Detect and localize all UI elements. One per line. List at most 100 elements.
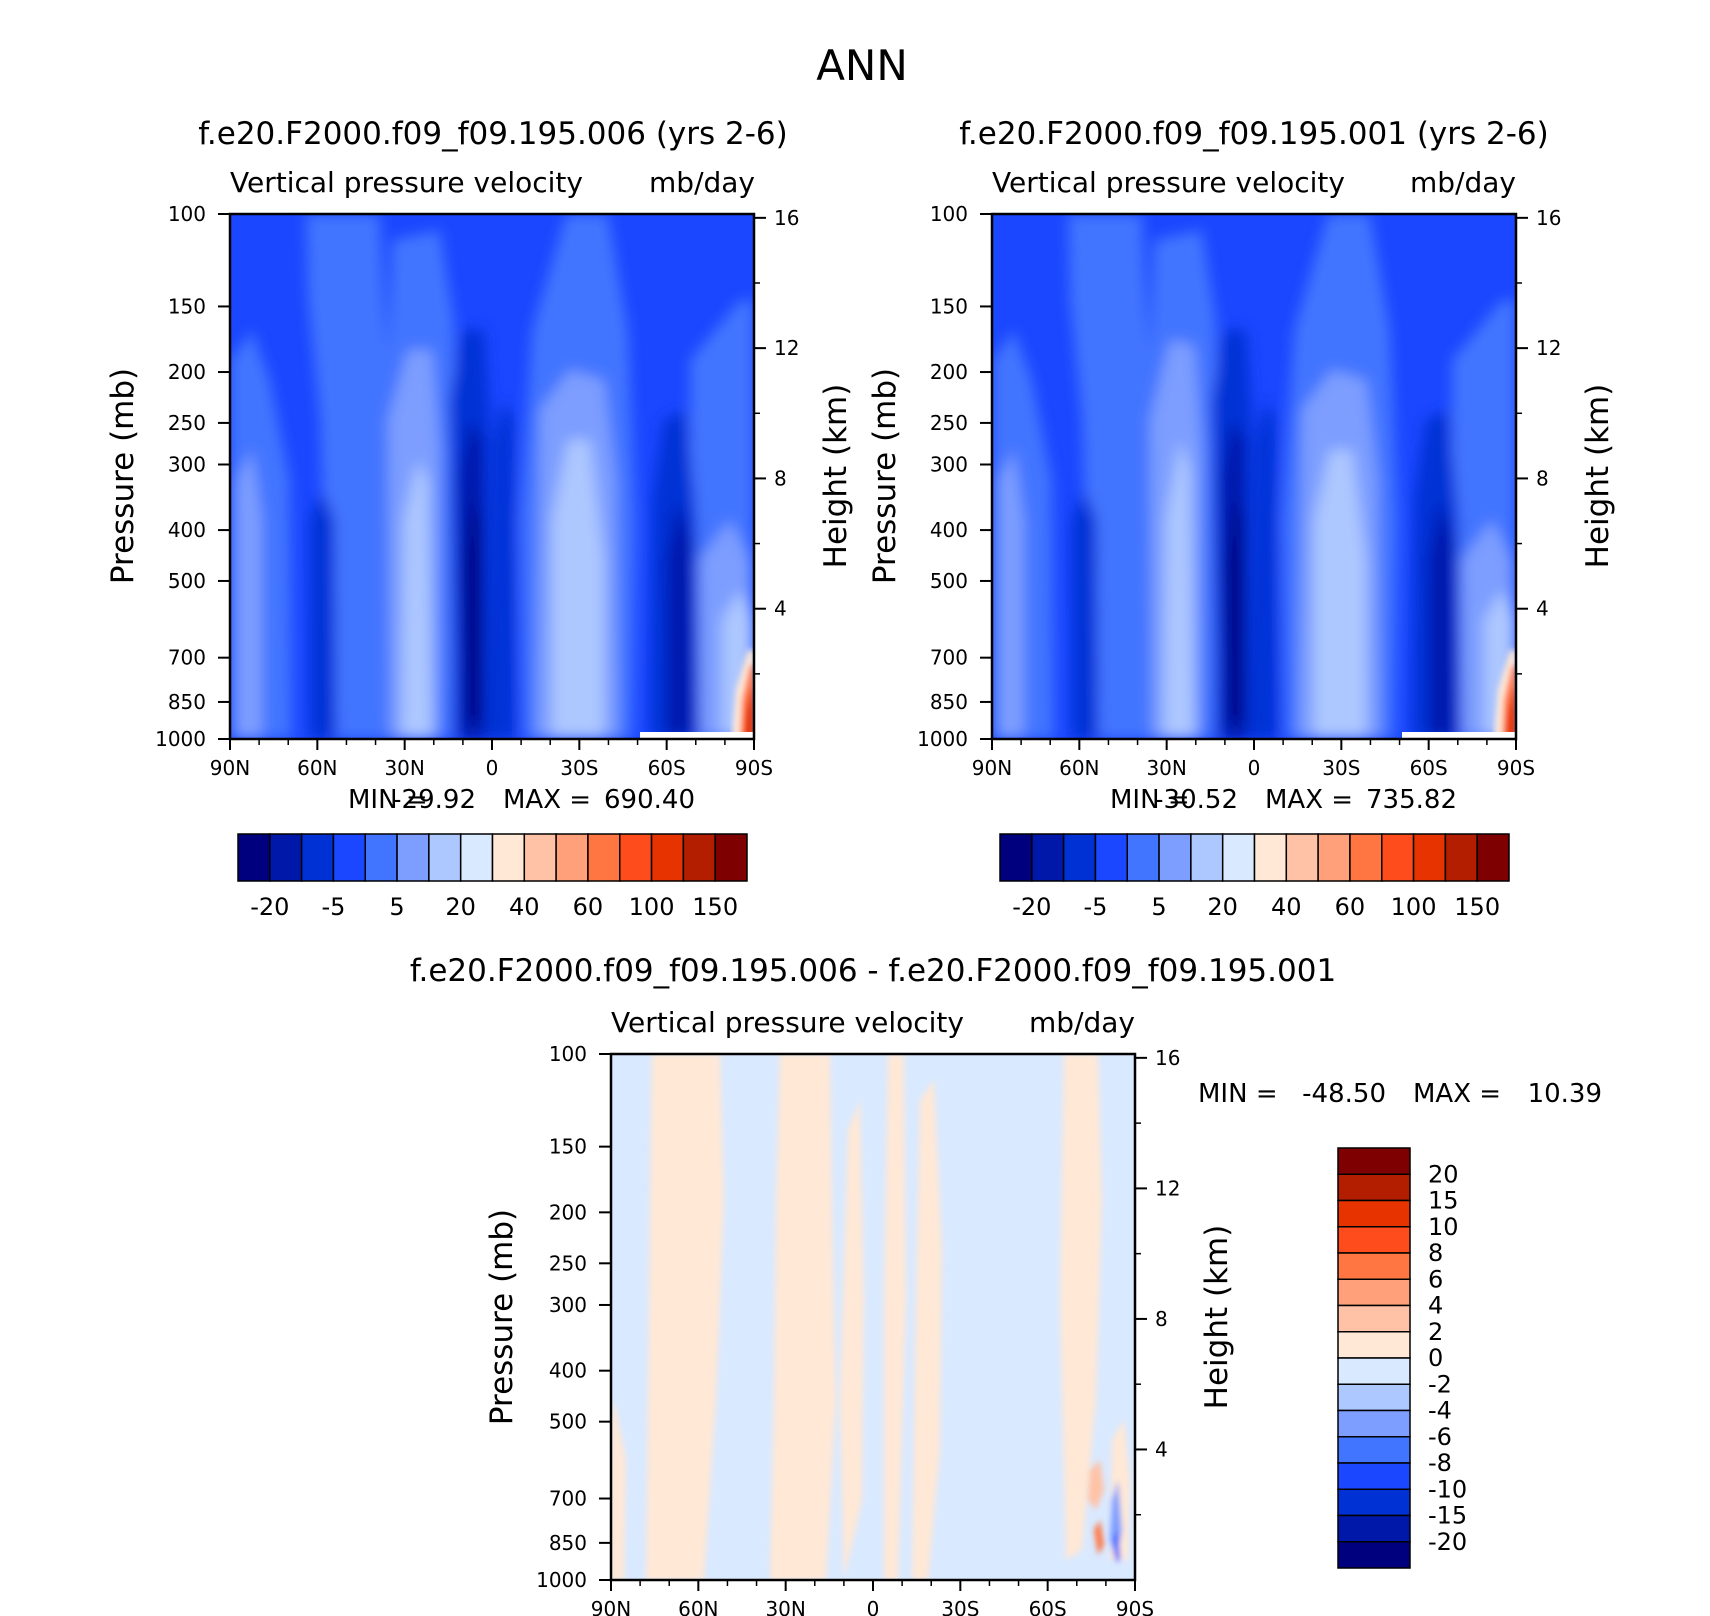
colorbar-label: -8 xyxy=(1428,1449,1452,1477)
colorbar-box xyxy=(364,833,398,882)
colorbar-box xyxy=(1337,1357,1411,1385)
colorbar-box xyxy=(619,833,653,882)
colorbar-box xyxy=(1337,1147,1411,1175)
pressure-tick-label: 200 xyxy=(168,360,206,384)
height-axis: 16 12 8 4 xyxy=(1516,206,1561,675)
x-tick-label: 60S xyxy=(1029,1597,1067,1616)
pressure-axis: 100 150 200 250 300 400 500 700 850 1000 xyxy=(536,1042,611,1592)
variable-name: Vertical pressure velocity xyxy=(230,166,583,199)
page-title: ANN xyxy=(816,41,908,90)
colorbar-box xyxy=(1337,1383,1411,1412)
pressure-tick-label: 500 xyxy=(549,1410,587,1434)
colorbar-label: 150 xyxy=(1454,893,1500,921)
units-label: mb/day xyxy=(649,166,755,199)
max-label: MAX = xyxy=(503,785,591,815)
pressure-tick-label: 250 xyxy=(930,411,968,435)
pressure-tick-label: 150 xyxy=(930,294,968,318)
positive-diff-patch-1 xyxy=(1088,1460,1104,1510)
colorbar-box xyxy=(1337,1199,1411,1228)
x-tick-label: 0 xyxy=(486,756,499,780)
pressure-tick-label: 100 xyxy=(930,202,968,226)
colorbar: -20 -5 5 20 40 60 100 150 xyxy=(999,833,1510,921)
contour-field xyxy=(230,214,754,739)
colorbar-label: 8 xyxy=(1428,1239,1443,1267)
colorbar-label: -5 xyxy=(1083,893,1107,921)
pressure-tick-label: 1000 xyxy=(917,727,968,751)
pressure-axis-label: Pressure (mb) xyxy=(867,368,903,584)
contour-field xyxy=(611,1054,1135,1580)
colorbar-label: -20 xyxy=(250,893,289,921)
colorbar-box xyxy=(237,833,271,882)
pressure-tick-label: 500 xyxy=(930,569,968,593)
pressure-tick-label: 200 xyxy=(930,360,968,384)
colorbar-box xyxy=(1349,833,1383,882)
x-tick-label: 30S xyxy=(1322,756,1360,780)
colorbar-label: 40 xyxy=(1271,893,1302,921)
colorbar-box xyxy=(1412,833,1447,882)
negative-diff-patch-1 xyxy=(1110,1480,1122,1560)
panel-difference: f.e20.F2000.f09_f09.195.006 - f.e20.F200… xyxy=(410,953,1602,1616)
pressure-tick-label: 850 xyxy=(168,690,206,714)
x-tick-label: 30S xyxy=(941,1597,979,1616)
pressure-axis-label: Pressure (mb) xyxy=(105,368,141,584)
contour-band-max-descent xyxy=(668,500,690,739)
colorbar-box xyxy=(1337,1462,1411,1490)
pressure-axis-label: Pressure (mb) xyxy=(484,1209,520,1425)
x-tick-label: 30N xyxy=(384,756,424,780)
contour-band-strong xyxy=(1314,450,1366,739)
colorbar-label: -5 xyxy=(321,893,345,921)
colorbar-box xyxy=(682,833,716,882)
contour-band-descent xyxy=(310,490,336,739)
colorbar-box xyxy=(555,833,589,882)
colorbar-box xyxy=(1317,833,1351,882)
x-tick-label: 90N xyxy=(591,1597,631,1616)
colorbar-box xyxy=(523,833,557,882)
pressure-tick-label: 1000 xyxy=(536,1568,587,1592)
positive-diff-band xyxy=(646,1054,724,1580)
colorbar-label: 0 xyxy=(1428,1344,1443,1372)
undefined-region xyxy=(640,732,754,739)
colorbar-box xyxy=(1337,1436,1411,1464)
panel-model-001: f.e20.F2000.f09_f09.195.001 (yrs 2-6) Ve… xyxy=(867,116,1616,921)
colorbar-box xyxy=(269,833,303,882)
x-axis: 90N 60N 30N 0 30S 60S 90S xyxy=(210,739,773,780)
colorbar-box xyxy=(459,833,494,882)
contour-band-max-descent xyxy=(1228,500,1242,720)
panel-model-006: f.e20.F2000.f09_f09.195.006 (yrs 2-6) Ve… xyxy=(105,116,854,921)
height-tick-label: 16 xyxy=(1536,206,1561,230)
x-tick-label: 60S xyxy=(1410,756,1448,780)
colorbar-box xyxy=(1381,833,1415,882)
min-value: -29.92 xyxy=(392,785,476,815)
colorbar-box xyxy=(396,833,430,882)
x-tick-label: 90S xyxy=(735,756,773,780)
x-tick-label: 90N xyxy=(210,756,250,780)
height-tick-label: 8 xyxy=(774,466,787,490)
colorbar-label: 6 xyxy=(1428,1265,1443,1293)
colorbar-box xyxy=(1444,833,1478,882)
contour-band-descent xyxy=(494,400,516,739)
colorbar-label: 60 xyxy=(1335,893,1366,921)
colorbar-box xyxy=(1476,833,1510,882)
pressure-tick-label: 250 xyxy=(168,411,206,435)
colorbar-box xyxy=(1094,833,1128,882)
colorbar-label: -2 xyxy=(1428,1370,1452,1398)
colorbar-box xyxy=(999,833,1033,882)
max-label: MAX = xyxy=(1265,785,1353,815)
x-axis: 90N 60N 30N 0 30S 60S 90S xyxy=(972,739,1535,780)
contour-field xyxy=(992,214,1516,739)
colorbar-box xyxy=(1337,1514,1411,1543)
positive-diff-patch-2 xyxy=(1094,1520,1104,1555)
colorbar-box xyxy=(1337,1331,1411,1359)
colorbar-box xyxy=(587,833,621,882)
negative-diff-patch-2 xyxy=(1114,1530,1120,1562)
colorbar-box xyxy=(1253,833,1288,882)
colorbar-label: 40 xyxy=(509,893,540,921)
variable-name: Vertical pressure velocity xyxy=(611,1006,964,1039)
height-axis: 16 12 8 4 xyxy=(1135,1046,1180,1516)
pressure-tick-label: 400 xyxy=(549,1359,587,1383)
colorbar-label: 150 xyxy=(692,893,738,921)
colorbar-box xyxy=(650,833,685,882)
colorbar-box xyxy=(1285,833,1319,882)
units-label: mb/day xyxy=(1029,1006,1135,1039)
